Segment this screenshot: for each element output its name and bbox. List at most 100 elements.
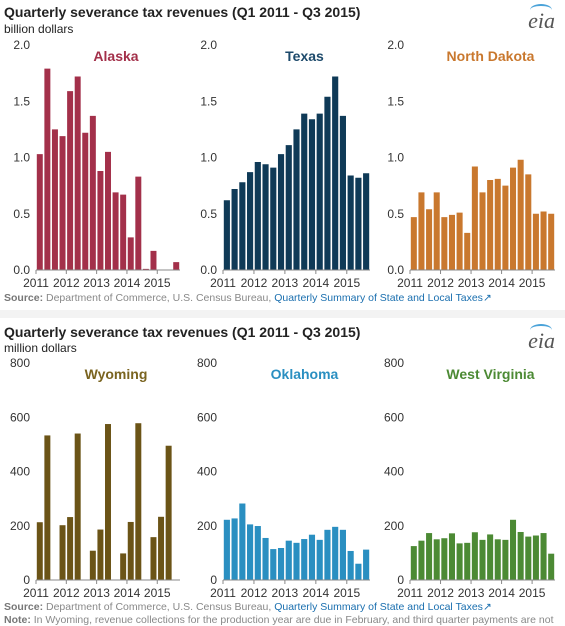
bar [277,154,285,270]
bar [471,166,478,270]
bar [270,549,277,580]
y-tick-label: 400 [10,465,30,479]
x-tick-label: 2011 [210,586,236,600]
x-tick-label: 2013 [83,586,110,600]
bar [332,526,339,580]
x-tick-label: 2011 [23,586,49,600]
y-tick-label: 2.0 [200,38,217,52]
x-tick-label: 2012 [241,276,268,290]
bottom-source-link[interactable]: Quarterly Summary of State and Local Tax… [274,601,483,613]
bar [158,516,165,580]
bar [363,549,370,580]
x-tick-label: 2014 [488,276,515,290]
bottom-note: Note: In Wyoming, revenue collections fo… [4,614,554,626]
y-tick-label: 800 [197,356,217,370]
bar [277,547,285,580]
block-divider [0,310,565,318]
bar [223,200,230,270]
x-tick-label: 2015 [144,276,171,290]
bar [231,189,238,270]
panel-title: Wyoming [85,366,148,382]
bar [165,445,172,580]
bar [517,531,524,580]
bar [223,519,230,580]
bar [254,526,261,580]
y-tick-label: 2.0 [387,38,404,52]
bar [532,535,539,580]
panel-title: West Virginia [446,366,534,382]
bar [59,136,66,270]
x-tick-label: 2014 [114,276,141,290]
bar [301,539,308,580]
bar [548,213,555,270]
bar [347,175,354,270]
external-link-icon: ↗ [482,292,492,304]
bar [112,192,119,270]
x-tick-label: 2015 [144,586,171,600]
bar [548,553,555,580]
y-tick-label: 0.0 [387,263,404,277]
x-tick-label: 2011 [397,586,423,600]
x-tick-label: 2015 [333,586,360,600]
y-tick-label: 1.5 [387,94,404,108]
bar [332,76,339,270]
bar [448,214,455,270]
x-tick-label: 2014 [302,276,329,290]
bar [540,533,547,580]
bar [426,209,433,270]
bottom-source: Source: Department of Commerce, U.S. Cen… [4,601,492,613]
bar [36,522,43,580]
panel-title: Texas [285,48,324,64]
chart-panel-north-dakota: 0.0 0.5 1.0 1.5 2.0 2011 2012 2013 2014 2015 North… [387,38,555,290]
x-tick-label: 2011 [210,276,236,290]
bar [74,433,81,580]
bar [532,213,539,270]
bar [293,129,300,270]
y-tick-label: 0 [397,573,404,587]
y-tick-label: 1.0 [387,151,404,165]
bar [510,167,517,270]
bar [59,525,66,580]
bar [120,553,127,580]
bar [426,533,433,580]
external-link-icon: ↗ [482,601,492,613]
x-tick-label: 2012 [53,276,80,290]
x-tick-label: 2014 [488,586,515,600]
y-tick-label: 0.0 [13,263,30,277]
x-tick-label: 2013 [83,276,110,290]
bar [316,113,323,270]
bar [487,180,494,270]
bar [363,173,370,270]
chart-panel-texas: 0.0 0.5 1.0 1.5 2.0 2011 2012 2013 2014 2015 Texas [200,38,370,290]
bar [105,151,111,270]
bar [308,119,316,270]
bar [293,542,300,580]
x-tick-label: 2015 [519,586,546,600]
bar [456,543,463,580]
eia-logo: eia [528,4,555,34]
bottom-chart-block: Quarterly severance tax revenues (Q1 201… [0,318,565,626]
bar [494,539,501,580]
bar [150,537,157,580]
chart-panel-oklahoma: 0 200 400 600 800 2011 2012 2013 2014 2015 Oklahom… [197,356,370,600]
y-tick-label: 600 [197,410,217,424]
chart-panel-west-virginia: 0 200 400 600 800 2011 2012 2013 2014 2015 West Vi… [384,356,555,600]
bar [487,534,494,580]
bar [502,539,509,580]
bar [127,521,134,580]
bar [67,91,74,270]
bar [525,174,532,270]
bar [418,192,425,270]
top-source-link[interactable]: Quarterly Summary of State and Local Tax… [274,292,483,304]
x-tick-label: 2011 [23,276,49,290]
bar [433,192,440,270]
chart-panel-wyoming: 0 200 400 600 800 2011 2012 2013 2014 2015 Wyoming [10,356,180,600]
bar [525,536,532,580]
x-tick-label: 2011 [397,276,423,290]
x-tick-label: 2012 [53,586,80,600]
bar [464,542,471,580]
x-tick-label: 2012 [427,586,454,600]
y-tick-label: 600 [384,410,404,424]
